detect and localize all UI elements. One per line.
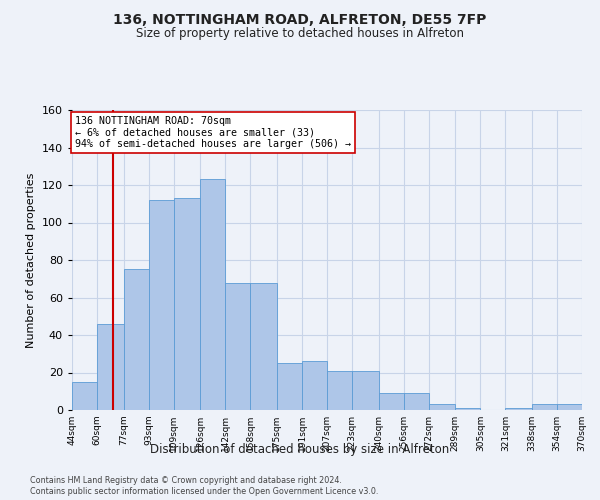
Bar [379,393,404,410]
Bar [532,404,557,410]
Bar [277,363,302,410]
Bar [149,200,173,410]
Text: 136, NOTTINGHAM ROAD, ALFRETON, DE55 7FP: 136, NOTTINGHAM ROAD, ALFRETON, DE55 7FP [113,12,487,26]
Text: Size of property relative to detached houses in Alfreton: Size of property relative to detached ho… [136,28,464,40]
Bar [226,282,250,410]
Bar [200,180,226,410]
Bar [327,370,352,410]
Text: Distribution of detached houses by size in Alfreton: Distribution of detached houses by size … [151,442,449,456]
Bar [97,324,124,410]
Bar [124,270,149,410]
Text: Contains HM Land Registry data © Crown copyright and database right 2024.: Contains HM Land Registry data © Crown c… [30,476,342,485]
Y-axis label: Number of detached properties: Number of detached properties [26,172,36,348]
Bar [557,404,582,410]
Bar [352,370,379,410]
Text: Contains public sector information licensed under the Open Government Licence v3: Contains public sector information licen… [30,487,379,496]
Bar [428,404,455,410]
Bar [72,382,97,410]
Bar [250,282,277,410]
Bar [302,361,327,410]
Bar [173,198,200,410]
Bar [404,393,428,410]
Bar [455,408,481,410]
Bar [505,408,532,410]
Text: 136 NOTTINGHAM ROAD: 70sqm
← 6% of detached houses are smaller (33)
94% of semi-: 136 NOTTINGHAM ROAD: 70sqm ← 6% of detac… [75,116,351,149]
